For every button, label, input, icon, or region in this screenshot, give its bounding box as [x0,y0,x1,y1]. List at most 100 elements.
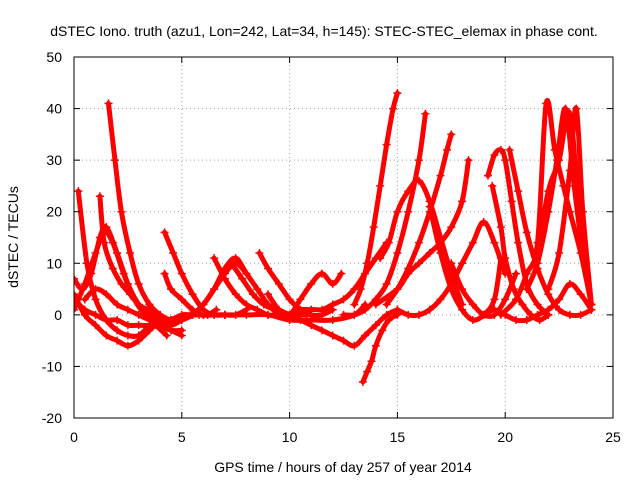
data-point-marker [468,300,477,309]
data-point-marker [167,285,176,294]
y-tick-label: 0 [54,307,62,323]
data-point-marker [91,310,100,319]
data-point-marker [425,305,434,314]
data-point-marker [479,218,488,227]
data-point-marker [162,331,171,340]
x-tick-label: 25 [605,429,621,445]
data-point-marker [535,316,544,325]
data-point-marker [578,207,587,216]
data-point-marker [447,259,456,268]
data-point-marker [134,300,143,309]
data-point-marker [501,295,510,304]
data-point-marker [404,187,413,196]
chart-title: dSTEC Iono. truth (azu1, Lon=242, Lat=34… [50,23,597,39]
data-point-marker [113,336,122,345]
data-point-marker [511,295,520,304]
data-point-marker [100,238,109,247]
x-tick-label: 15 [390,429,406,445]
data-point-marker [356,285,365,294]
data-point-marker [376,181,385,190]
data-point-marker [123,321,132,330]
data-point-marker [307,305,316,314]
data-point-marker [544,187,553,196]
data-point-marker [404,310,413,319]
data-point-marker [382,300,391,309]
data-point-marker [522,285,531,294]
data-point-marker [509,285,518,294]
data-point-marker [382,279,391,288]
data-point-marker [296,295,305,304]
data-point-marker [160,228,169,237]
data-point-marker [285,310,294,319]
data-point-marker [555,305,564,314]
data-point-marker [507,197,516,206]
data-point-marker [113,326,122,335]
data-point-marker [253,285,262,294]
data-point-marker [296,310,305,319]
series-track [82,286,185,334]
data-point-marker [317,305,326,314]
data-point-marker [134,321,143,330]
data-point-marker [177,316,186,325]
data-point-marker [501,156,510,165]
data-point-marker [339,310,348,319]
data-point-marker [496,223,505,232]
data-point-marker [248,290,257,299]
data-point-marker [167,321,176,330]
data-point-marker [87,269,96,278]
data-point-marker [91,295,100,304]
data-point-marker [404,207,413,216]
data-point-marker [404,269,413,278]
data-point-marker [361,305,370,314]
data-point-marker [220,310,229,319]
data-point-marker [511,316,520,325]
data-point-marker [285,295,294,304]
data-point-marker [544,305,553,314]
data-point-marker [555,156,564,165]
x-tick-label: 5 [178,429,186,445]
data-point-marker [259,300,268,309]
data-point-marker [363,259,372,268]
x-tick-label: 10 [282,429,298,445]
data-point-marker [522,269,531,278]
data-point-marker [436,295,445,304]
data-point-marker [227,259,236,268]
data-point-marker [108,264,117,273]
grid [74,57,613,418]
data-point-marker [264,310,273,319]
data-point-marker [102,316,111,325]
data-point-marker [565,279,574,288]
data-point-marker [425,248,434,257]
plot-frame [73,56,614,419]
y-tick-label: 40 [46,101,62,117]
data-point-marker [378,326,387,335]
y-tick-label: -20 [42,410,62,426]
data-point-marker [134,331,143,340]
data-point-marker [110,156,119,165]
data-point-marker [123,331,132,340]
data-point-marker [220,264,229,273]
data-point-marker [117,279,126,288]
data-point-marker [358,377,367,386]
data-point-marker [576,290,585,299]
data-point-marker [238,274,247,283]
data-point-marker [436,171,445,180]
data-point-marker [555,248,564,257]
data-point-marker [328,279,337,288]
data-point-marker [242,300,251,309]
x-tick-label: 20 [497,429,513,445]
data-point-marker [522,228,531,237]
data-point-marker [328,300,337,309]
data-point-marker [555,295,564,304]
data-point-marker [91,285,100,294]
data-point-marker [458,285,467,294]
data-point-marker [123,305,132,314]
data-point-marker [363,367,372,376]
data-point-marker [479,310,488,319]
data-point-marker [74,295,78,304]
data-point-marker [490,238,499,247]
data-point-marker [255,248,264,257]
data-point-marker [490,150,499,159]
data-point-marker [231,290,240,299]
data-point-marker [565,166,574,175]
